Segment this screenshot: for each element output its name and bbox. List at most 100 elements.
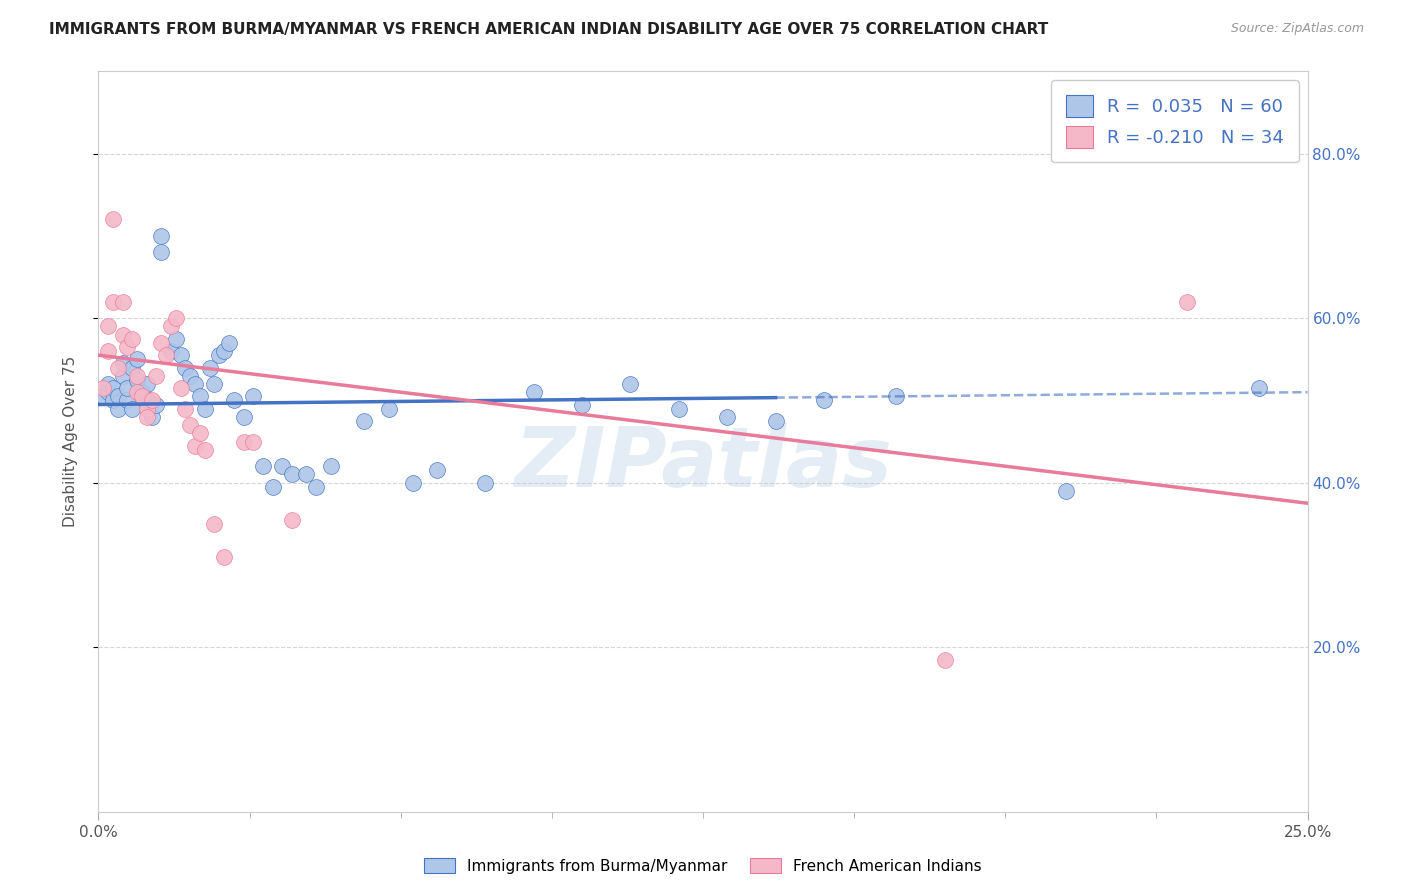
- Point: [135, 401, 157, 416]
- Point: [131, 385, 153, 400]
- Point: [107, 401, 129, 416]
- Point: [262, 480, 284, 494]
- Point: [242, 389, 264, 403]
- Point: [813, 393, 835, 408]
- Point: [716, 409, 738, 424]
- Point: [131, 389, 153, 403]
- Point: [765, 414, 787, 428]
- Point: [117, 340, 139, 354]
- Point: [252, 459, 274, 474]
- Point: [127, 385, 149, 400]
- Point: [117, 381, 139, 395]
- Point: [150, 228, 173, 243]
- Point: [208, 348, 231, 362]
- Point: [281, 467, 304, 482]
- Point: [174, 401, 197, 416]
- Point: [101, 294, 124, 309]
- Point: [169, 381, 191, 395]
- Point: [165, 311, 187, 326]
- Point: [232, 409, 254, 424]
- Text: Source: ZipAtlas.com: Source: ZipAtlas.com: [1230, 22, 1364, 36]
- Point: [474, 475, 496, 490]
- Point: [101, 212, 124, 227]
- Point: [127, 373, 149, 387]
- Point: [117, 393, 139, 408]
- Y-axis label: Disability Age Over 75: Disability Age Over 75: [63, 356, 77, 527]
- Point: [619, 376, 641, 391]
- Point: [295, 467, 318, 482]
- Point: [222, 393, 245, 408]
- Point: [145, 398, 167, 412]
- Point: [91, 381, 114, 395]
- Point: [377, 401, 399, 416]
- Point: [1175, 294, 1198, 309]
- Point: [97, 344, 120, 359]
- Legend: R =  0.035   N = 60, R = -0.210   N = 34: R = 0.035 N = 60, R = -0.210 N = 34: [1052, 80, 1299, 162]
- Point: [184, 376, 207, 391]
- Point: [150, 335, 173, 350]
- Point: [111, 368, 134, 383]
- Point: [179, 368, 201, 383]
- Point: [242, 434, 264, 449]
- Point: [135, 393, 157, 408]
- Point: [232, 434, 254, 449]
- Point: [165, 332, 187, 346]
- Point: [212, 344, 235, 359]
- Point: [194, 401, 217, 416]
- Point: [141, 409, 163, 424]
- Point: [281, 513, 304, 527]
- Point: [107, 360, 129, 375]
- Text: ZIPatlas: ZIPatlas: [515, 423, 891, 504]
- Point: [174, 360, 197, 375]
- Point: [141, 393, 163, 408]
- Point: [198, 360, 221, 375]
- Point: [1249, 381, 1271, 395]
- Point: [426, 463, 449, 477]
- Point: [179, 418, 201, 433]
- Point: [402, 475, 425, 490]
- Point: [121, 401, 143, 416]
- Point: [97, 319, 120, 334]
- Point: [135, 409, 157, 424]
- Point: [101, 381, 124, 395]
- Point: [155, 348, 177, 362]
- Point: [204, 516, 226, 531]
- Point: [127, 352, 149, 367]
- Point: [353, 414, 375, 428]
- Point: [188, 426, 211, 441]
- Point: [184, 439, 207, 453]
- Point: [111, 356, 134, 370]
- Point: [204, 376, 226, 391]
- Point: [160, 319, 183, 334]
- Legend: Immigrants from Burma/Myanmar, French American Indians: Immigrants from Burma/Myanmar, French Am…: [418, 852, 988, 880]
- Point: [218, 335, 240, 350]
- Point: [160, 344, 183, 359]
- Text: IMMIGRANTS FROM BURMA/MYANMAR VS FRENCH AMERICAN INDIAN DISABILITY AGE OVER 75 C: IMMIGRANTS FROM BURMA/MYANMAR VS FRENCH …: [49, 22, 1049, 37]
- Point: [194, 442, 217, 457]
- Point: [127, 368, 149, 383]
- Point: [97, 385, 120, 400]
- Point: [107, 389, 129, 403]
- Point: [319, 459, 342, 474]
- Point: [97, 376, 120, 391]
- Point: [91, 389, 114, 403]
- Point: [101, 393, 124, 408]
- Point: [188, 389, 211, 403]
- Point: [668, 401, 690, 416]
- Point: [305, 480, 328, 494]
- Point: [121, 332, 143, 346]
- Point: [111, 294, 134, 309]
- Point: [111, 327, 134, 342]
- Point: [121, 360, 143, 375]
- Point: [886, 389, 908, 403]
- Point: [271, 459, 294, 474]
- Point: [150, 245, 173, 260]
- Point: [934, 652, 956, 666]
- Point: [212, 549, 235, 564]
- Point: [145, 368, 167, 383]
- Point: [135, 376, 157, 391]
- Point: [1054, 483, 1077, 498]
- Point: [571, 398, 593, 412]
- Point: [523, 385, 546, 400]
- Point: [169, 348, 191, 362]
